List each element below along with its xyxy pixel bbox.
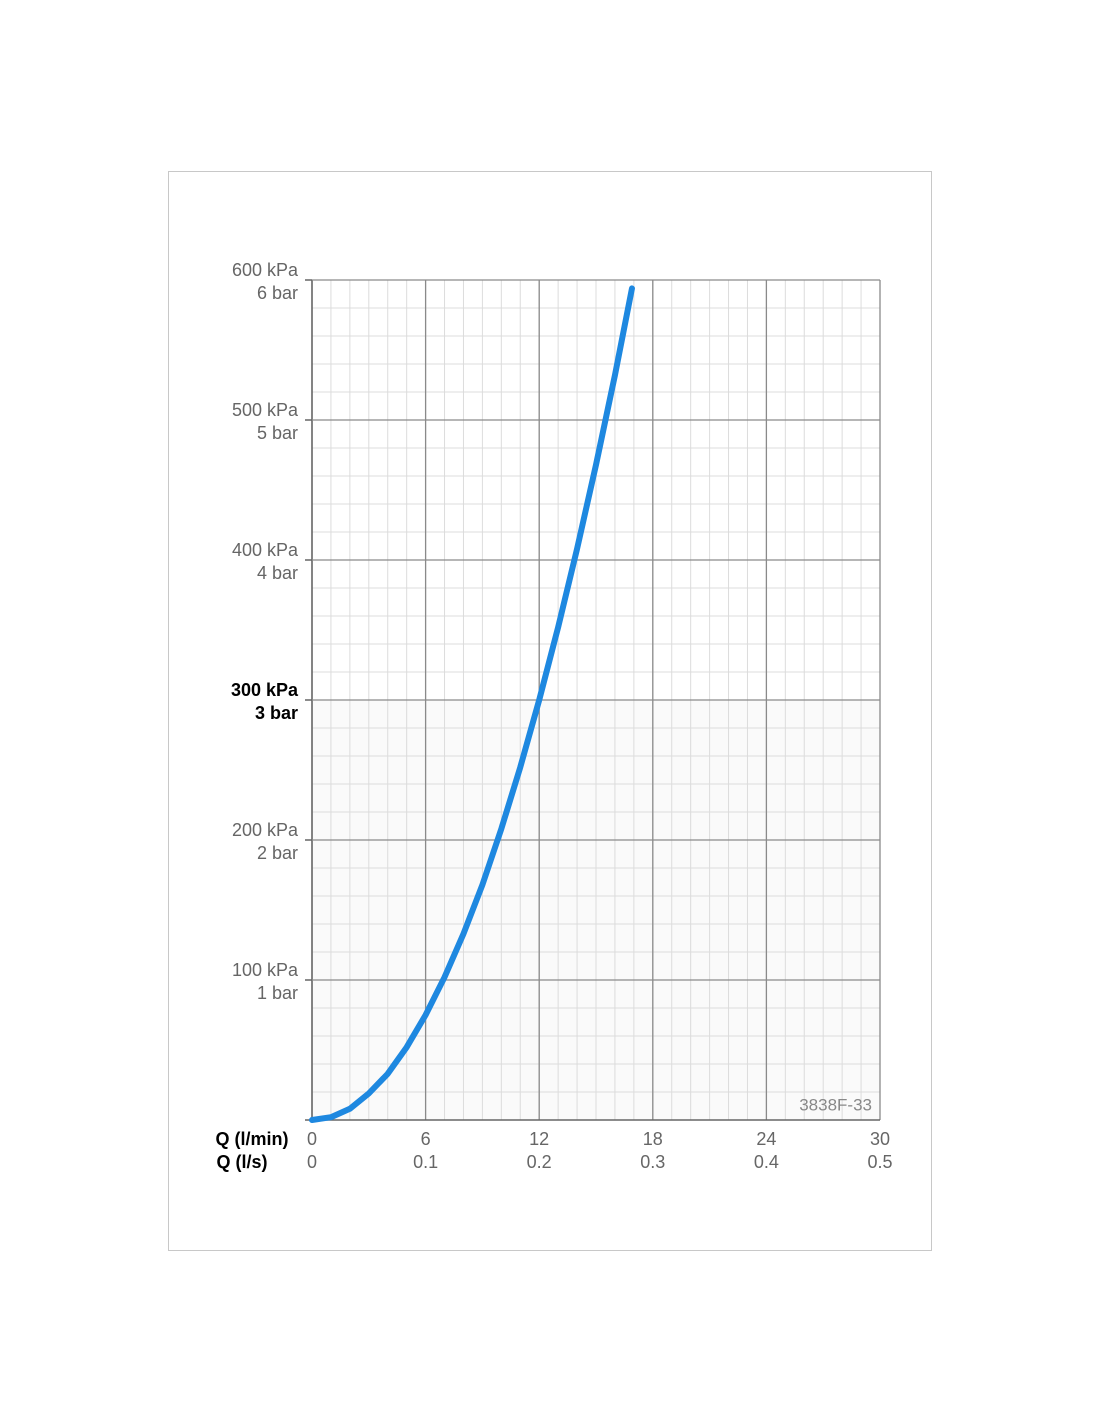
y2-tick-label: 1 bar (257, 983, 298, 1003)
y2-tick-label: 4 bar (257, 563, 298, 583)
x2-tick-label: 0.4 (754, 1152, 779, 1172)
x-tick-label: 12 (529, 1129, 549, 1149)
x-tick-label: 24 (756, 1129, 776, 1149)
x2-tick-label: 0.2 (527, 1152, 552, 1172)
y-tick-label: 600 kPa (232, 260, 299, 280)
x-tick-label: 18 (643, 1129, 663, 1149)
x2-axis-label: Q (l/s) (216, 1152, 267, 1172)
x2-tick-label: 0 (307, 1152, 317, 1172)
y-tick-label: 400 kPa (232, 540, 299, 560)
y2-tick-label: 5 bar (257, 423, 298, 443)
annotation: 3838F-33 (799, 1095, 872, 1114)
line-series (309, 285, 635, 1123)
x2-tick-label: 0.1 (413, 1152, 438, 1172)
x2-tick-label: 0.3 (640, 1152, 665, 1172)
y-tick-label: 500 kPa (232, 400, 299, 420)
major-grid (305, 279, 881, 1121)
y-tick-label: 200 kPa (232, 820, 299, 840)
x-axis-label: Q (l/min) (216, 1129, 289, 1149)
y2-tick-label: 6 bar (257, 283, 298, 303)
x-tick-label: 6 (421, 1129, 431, 1149)
y-tick-label: 100 kPa (232, 960, 299, 980)
y-tick-label: 300 kPa (231, 680, 299, 700)
y2-tick-label: 2 bar (257, 843, 298, 863)
x2-tick-label: 0.5 (867, 1152, 892, 1172)
x-tick-label: 30 (870, 1129, 890, 1149)
y2-tick-label: 3 bar (255, 703, 298, 723)
x-tick-label: 0 (307, 1129, 317, 1149)
